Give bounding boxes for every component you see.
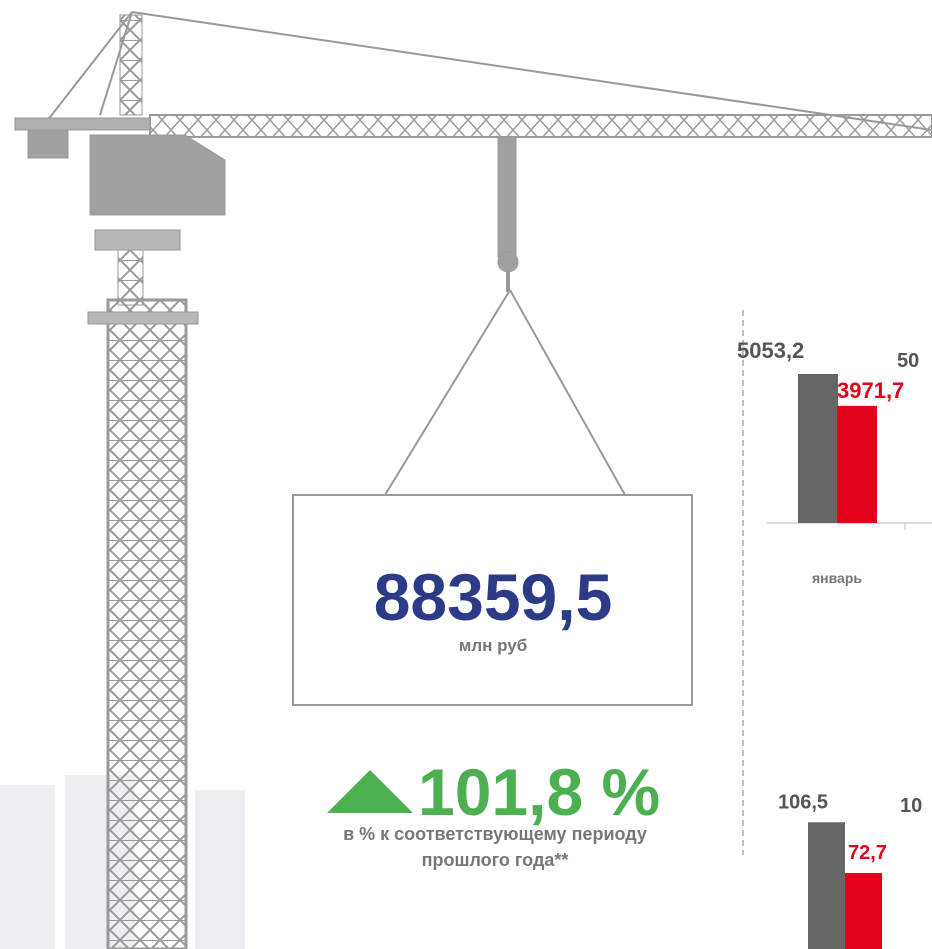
cut-label: 10 [900, 795, 922, 817]
value-label: 5053,2 [737, 338, 804, 363]
value-label: 72,7 [848, 842, 887, 864]
bar [808, 822, 845, 949]
caption: прошлого года** [422, 850, 569, 870]
value-label: 106,5 [778, 791, 828, 813]
bar [837, 405, 877, 523]
caption: в % к соответствующему периоду [343, 824, 647, 844]
sign-box [292, 494, 693, 706]
crane [14, 11, 932, 949]
unit: млн руб [459, 636, 527, 655]
change-value: 101,8 % [418, 755, 660, 829]
up-arrow [327, 770, 413, 813]
x-tick-label: январь [812, 570, 862, 586]
cut-label: 50 [897, 350, 919, 372]
bar [845, 872, 882, 949]
bar [798, 374, 838, 523]
ropes [384, 289, 626, 496]
value-label: 3971,7 [837, 378, 904, 403]
total-value: 88359,5 [374, 560, 613, 634]
